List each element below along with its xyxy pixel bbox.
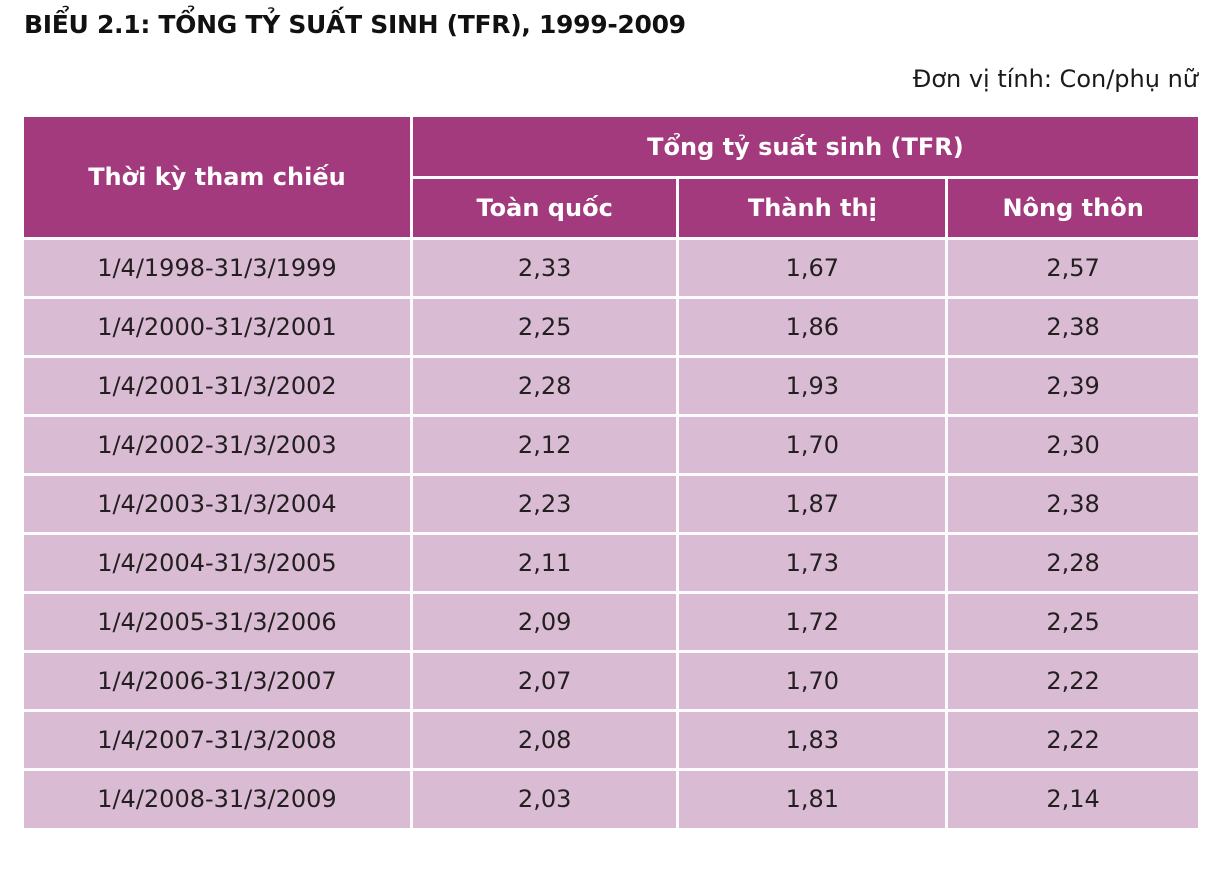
rural-cell: 2,30 <box>945 413 1198 476</box>
total-cell: 2,09 <box>409 590 680 653</box>
table-row: 1/4/2004-31/3/2005 2,11 1,73 2,28 <box>24 531 1198 594</box>
table-row: 1/4/2008-31/3/2009 2,03 1,81 2,14 <box>24 767 1198 828</box>
table-row: 1/4/1998-31/3/1999 2,33 1,67 2,57 <box>24 236 1198 299</box>
rural-cell: 2,38 <box>945 295 1198 358</box>
column-header-total: Toàn quốc <box>411 176 680 240</box>
column-header-rural: Nông thôn <box>945 176 1198 240</box>
column-group-header-tfr: Tổng tỷ suất sinh (TFR) <box>409 117 1198 179</box>
table-row: 1/4/2001-31/3/2002 2,28 1,93 2,39 <box>24 354 1198 417</box>
header-row-group: Thời kỳ tham chiếu Tổng tỷ suất sinh (TF… <box>24 117 1198 240</box>
urban-cell: 1,93 <box>676 354 949 417</box>
header-row-sub: Toàn quốc Thành thị Nông thôn <box>24 176 1198 240</box>
total-cell: 2,08 <box>409 708 680 771</box>
rural-cell: 2,28 <box>945 531 1198 594</box>
total-cell: 2,11 <box>409 531 680 594</box>
period-cell: 1/4/2008-31/3/2009 <box>24 767 413 828</box>
urban-cell: 1,72 <box>676 590 949 653</box>
rural-cell: 2,25 <box>945 590 1198 653</box>
rural-cell: 2,57 <box>945 236 1198 299</box>
rural-cell: 2,22 <box>945 708 1198 771</box>
period-cell: 1/4/2006-31/3/2007 <box>24 649 413 712</box>
unit-label: Đơn vị tính: Con/phụ nữ <box>912 65 1198 93</box>
period-cell: 1/4/2002-31/3/2003 <box>24 413 413 476</box>
table-row: 1/4/2005-31/3/2006 2,09 1,72 2,25 <box>24 590 1198 653</box>
total-cell: 2,03 <box>409 767 680 828</box>
urban-cell: 1,70 <box>676 649 949 712</box>
table-row: 1/4/2000-31/3/2001 2,25 1,86 2,38 <box>24 295 1198 358</box>
rural-cell: 2,39 <box>945 354 1198 417</box>
total-cell: 2,33 <box>409 236 680 299</box>
column-header-period: Thời kỳ tham chiếu <box>24 117 413 240</box>
total-cell: 2,23 <box>409 472 680 535</box>
urban-cell: 1,70 <box>676 413 949 476</box>
table-row: 1/4/2002-31/3/2003 2,12 1,70 2,30 <box>24 413 1198 476</box>
rural-cell: 2,38 <box>945 472 1198 535</box>
page-title: BIỂU 2.1: TỔNG TỶ SUẤT SINH (TFR), 1999-… <box>24 10 686 39</box>
total-cell: 2,07 <box>409 649 680 712</box>
period-cell: 1/4/2007-31/3/2008 <box>24 708 413 771</box>
urban-cell: 1,73 <box>676 531 949 594</box>
period-cell: 1/4/2004-31/3/2005 <box>24 531 413 594</box>
total-cell: 2,12 <box>409 413 680 476</box>
column-header-urban: Thành thị <box>676 176 949 240</box>
rural-cell: 2,22 <box>945 649 1198 712</box>
period-cell: 1/4/2003-31/3/2004 <box>24 472 413 535</box>
rural-cell: 2,14 <box>945 767 1198 828</box>
total-cell: 2,28 <box>409 354 680 417</box>
total-cell: 2,25 <box>409 295 680 358</box>
urban-cell: 1,83 <box>676 708 949 771</box>
urban-cell: 1,67 <box>676 236 949 299</box>
table-row: 1/4/2003-31/3/2004 2,23 1,87 2,38 <box>24 472 1198 535</box>
table-row: 1/4/2006-31/3/2007 2,07 1,70 2,22 <box>24 649 1198 712</box>
urban-cell: 1,86 <box>676 295 949 358</box>
period-cell: 1/4/2000-31/3/2001 <box>24 295 413 358</box>
period-cell: 1/4/2005-31/3/2006 <box>24 590 413 653</box>
tfr-table: Thời kỳ tham chiếu Tổng tỷ suất sinh (TF… <box>24 117 1198 828</box>
table-row: 1/4/2007-31/3/2008 2,08 1,83 2,22 <box>24 708 1198 771</box>
period-cell: 1/4/1998-31/3/1999 <box>24 236 413 299</box>
table-header: Thời kỳ tham chiếu Tổng tỷ suất sinh (TF… <box>24 117 1198 240</box>
table-body: 1/4/1998-31/3/1999 2,33 1,67 2,57 1/4/20… <box>24 236 1198 828</box>
urban-cell: 1,81 <box>676 767 949 828</box>
urban-cell: 1,87 <box>676 472 949 535</box>
period-cell: 1/4/2001-31/3/2002 <box>24 354 413 417</box>
